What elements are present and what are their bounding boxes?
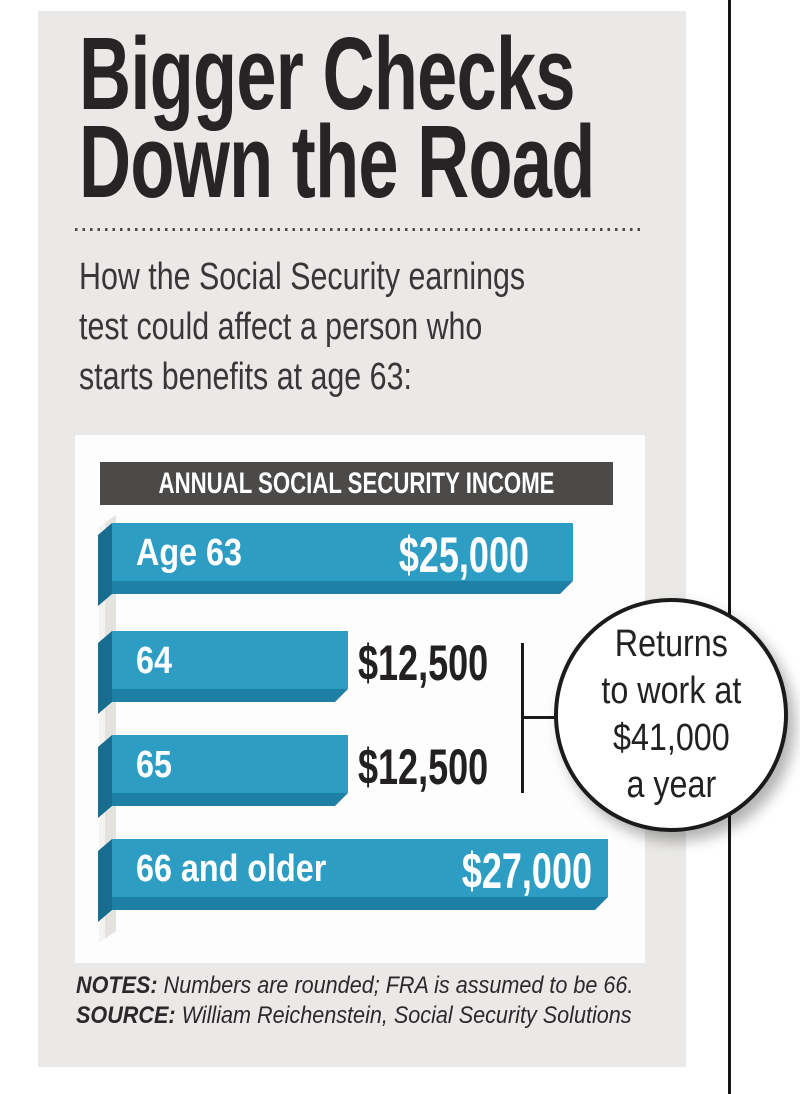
bar-value-label: $12,500: [358, 635, 489, 691]
bar-shape: [98, 839, 608, 922]
bar-category-label: 65: [136, 744, 172, 786]
footnotes: NOTES: Numbers are rounded; FRA is assum…: [76, 971, 633, 1031]
title-line-2: Down the Road: [79, 104, 595, 219]
annotation-circle: Returns to work at $41,000 a year: [554, 598, 788, 832]
notes-line: NOTES: Numbers are rounded; FRA is assum…: [76, 971, 633, 1001]
chart-title: ANNUAL SOCIAL SECURITY INCOME: [158, 466, 555, 500]
page-divider-rule: [728, 0, 731, 1094]
chart-title-bar: ANNUAL SOCIAL SECURITY INCOME: [100, 462, 613, 505]
bar-row: [98, 735, 348, 818]
notes-text: Numbers are rounded; FRA is assumed to b…: [157, 972, 634, 999]
bar-category-label: 64: [136, 640, 172, 682]
page-title: Bigger Checks Down the Road: [79, 22, 595, 213]
notes-label: NOTES:: [76, 972, 158, 999]
bar-value-label: $25,000: [398, 527, 529, 583]
bar-value-label: $12,500: [358, 739, 489, 795]
bar-row: [98, 523, 573, 606]
title-line-1: Bigger Checks: [79, 16, 575, 131]
bar-shape: [98, 631, 348, 714]
source-line: SOURCE: William Reichenstein, Social Sec…: [76, 1001, 633, 1031]
chart-axis-spine: [99, 515, 116, 943]
bar-value-label: $27,000: [461, 843, 592, 899]
dotted-divider: [75, 228, 641, 231]
annotation-text: Returns to work at $41,000 a year: [600, 623, 742, 806]
bracket-horizontal-line: [521, 716, 559, 719]
bar-row: [98, 631, 348, 714]
source-text: William Reichenstein, Social Security So…: [175, 1002, 632, 1029]
bar-row: [98, 839, 608, 922]
bar-shape: [98, 523, 573, 606]
source-label: SOURCE:: [76, 1002, 176, 1029]
bar-shape: [98, 735, 348, 818]
bar-category-label: Age 63: [136, 532, 242, 574]
bar-category-label: 66 and older: [136, 848, 327, 890]
page-subtitle: How the Social Security earnings test co…: [79, 256, 526, 398]
